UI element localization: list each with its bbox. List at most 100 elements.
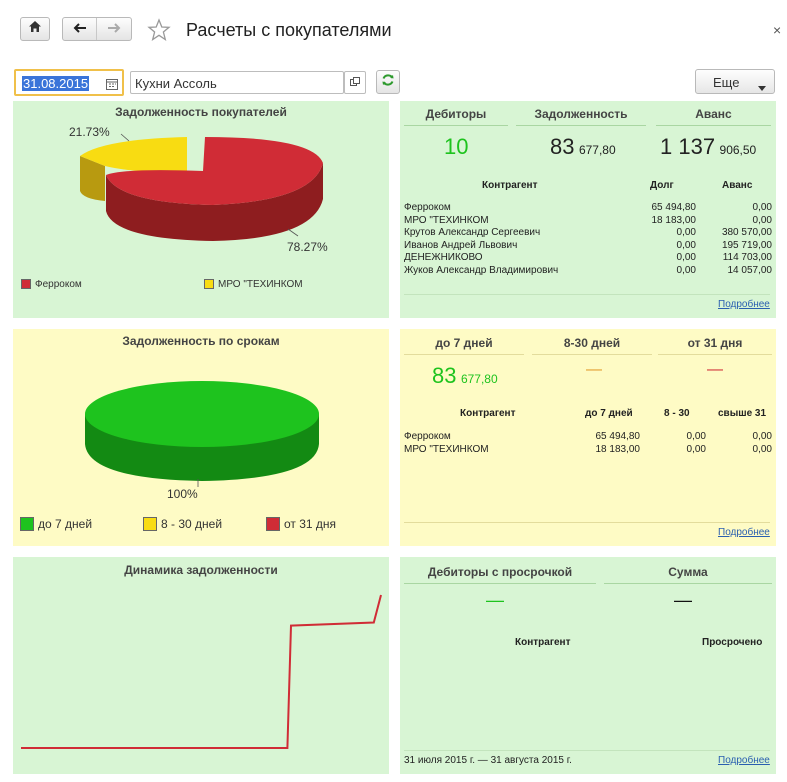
- forward-button[interactable]: [97, 18, 131, 40]
- row-31: 0,00: [752, 431, 772, 442]
- row-advance: 114 703,00: [722, 252, 772, 263]
- aging-7days-value[interactable]: 83 677,80: [432, 363, 498, 389]
- more-link-aging[interactable]: Подробнее: [718, 527, 770, 538]
- pie-label-ferrokom: 78.27%: [287, 240, 328, 254]
- legend-swatch-8-30: [143, 517, 157, 531]
- row-debt: 18 183,00: [651, 214, 697, 226]
- row-debt: 0,00: [676, 264, 696, 276]
- overdue-sum-value[interactable]: —: [674, 590, 692, 610]
- panel-title: Задолженность по срокам: [122, 334, 280, 348]
- header-overdue-debtors: Дебиторы с просрочкой: [427, 565, 573, 579]
- col-header-7days: до 7 дней: [585, 408, 633, 419]
- open-company-button[interactable]: [344, 71, 366, 94]
- header-sum: Сумма: [668, 565, 708, 579]
- dynamics-panel: Динамика задолженности: [13, 557, 389, 774]
- row-31: 0,00: [752, 443, 772, 455]
- forward-arrow-icon: [107, 20, 121, 38]
- dynamics-series-line: [21, 594, 382, 749]
- term-pie-chart: [85, 381, 319, 487]
- pie-slice-mpo-side: [80, 156, 105, 201]
- open-link-icon: [350, 74, 360, 92]
- more-link-debtors[interactable]: Подробнее: [718, 299, 770, 310]
- aging-8-30-value[interactable]: —: [586, 361, 602, 378]
- refresh-button[interactable]: [376, 70, 400, 94]
- header-debt: Задолженность: [534, 107, 628, 121]
- row-8-30: 0,00: [686, 431, 706, 442]
- overdue-debtors-value[interactable]: —: [486, 590, 504, 610]
- row-debt: 0,00: [676, 239, 696, 251]
- row-7days: 65 494,80: [595, 431, 641, 442]
- row-debt: 65 494,80: [651, 202, 697, 213]
- page-title: Расчеты с покупателями: [186, 20, 392, 40]
- advance-total[interactable]: 1 137 906,50: [660, 134, 756, 160]
- debt-total[interactable]: 83 677,80: [550, 134, 616, 160]
- home-button[interactable]: [20, 17, 50, 41]
- history-buttons: [62, 17, 132, 41]
- home-icon: [28, 20, 42, 38]
- row-advance: 0,00: [752, 214, 772, 226]
- legend-swatch-7days: [20, 517, 34, 531]
- legend-swatch-mpo: [204, 279, 214, 289]
- row-counterparty: ДЕНЕЖНИКОВО: [404, 252, 483, 263]
- aging-7days-frac: 677,80: [460, 372, 498, 386]
- dropdown-arrow-icon: [758, 79, 766, 94]
- row-8-30: 0,00: [686, 443, 706, 455]
- debtors-panel: Дебиторы Задолженность Аванс 10 83 677,8…: [400, 101, 776, 318]
- legend-label-ferrokom: Ферроком: [35, 279, 82, 290]
- close-icon[interactable]: ×: [773, 22, 782, 38]
- overdue-panel: Дебиторы с просрочкой Сумма — — Контраге…: [400, 557, 776, 774]
- pie-label-mpo: 21.73%: [69, 125, 110, 139]
- calendar-icon[interactable]: [106, 77, 118, 95]
- advance-total-int: 1 137: [660, 134, 716, 159]
- col-header-31: свыше 31: [718, 408, 767, 419]
- panel-title: Динамика задолженности: [124, 563, 278, 577]
- header-7days: до 7 дней: [435, 336, 493, 350]
- row-advance: 380 570,00: [721, 227, 772, 238]
- aging-7days-int: 83: [432, 363, 457, 388]
- header-8-30: 8-30 дней: [563, 336, 621, 350]
- debtors-count[interactable]: 10: [444, 134, 469, 159]
- company-value: Кухни Ассоль: [135, 76, 217, 91]
- header-31: от 31 дня: [687, 336, 743, 350]
- aging-panel: до 7 дней 8-30 дней от 31 дня 83 677,80 …: [400, 329, 776, 546]
- legend-label-7days: до 7 дней: [38, 517, 93, 531]
- refresh-icon: [381, 73, 395, 92]
- row-7days: 18 183,00: [595, 443, 641, 455]
- row-counterparty: Жуков Александр Владимирович: [404, 264, 559, 276]
- col-header-8-30: 8 - 30: [664, 408, 690, 419]
- legend-label-31: от 31 дня: [284, 517, 337, 531]
- star-icon[interactable]: [147, 18, 171, 47]
- legend-label-8-30: 8 - 30 дней: [161, 517, 223, 531]
- date-value: 31.08.2015: [22, 76, 90, 91]
- legend-label-mpo: МРО "ТЕХИНКОМ: [218, 279, 303, 290]
- row-counterparty: Ферроком: [404, 431, 451, 442]
- col-header-debt: Долг: [650, 180, 674, 191]
- company-field[interactable]: Кухни Ассоль: [130, 71, 344, 94]
- panel-title: Задолженность покупателей: [115, 105, 287, 119]
- more-button[interactable]: Еще: [695, 69, 775, 94]
- col-header-counterparty: Контрагент: [482, 180, 538, 191]
- legend-swatch-ferrokom: [21, 279, 31, 289]
- dynamics-line-chart: [21, 594, 382, 749]
- aging-31-value[interactable]: —: [707, 361, 723, 378]
- row-counterparty: Иванов Андрей Львович: [404, 239, 518, 251]
- date-field[interactable]: 31.08.2015: [14, 69, 124, 96]
- row-counterparty: Ферроком: [404, 202, 451, 213]
- debt-by-customer-panel: Задолженность покупателей 21.73% 78.27% …: [13, 101, 389, 318]
- pie-slice-mpo: [80, 137, 187, 173]
- back-button[interactable]: [63, 18, 97, 40]
- more-link-overdue[interactable]: Подробнее: [718, 755, 770, 766]
- advance-total-frac: 906,50: [719, 143, 757, 157]
- back-arrow-icon: [73, 20, 87, 38]
- row-counterparty: МРО "ТЕХИНКОМ: [404, 214, 489, 226]
- debt-pie-chart: [80, 133, 323, 241]
- row-advance: 195 719,00: [721, 239, 772, 251]
- pie-label-term: 100%: [167, 487, 198, 501]
- pie-slice-ferrokom-side: [106, 163, 323, 241]
- debt-total-int: 83: [550, 134, 575, 159]
- col-header-overdue: Просрочено: [702, 637, 763, 648]
- row-advance: 14 057,00: [727, 264, 773, 276]
- col-header-counterparty: Контрагент: [460, 408, 516, 419]
- period-label: 31 июля 2015 г. — 31 августа 2015 г.: [404, 755, 572, 766]
- row-counterparty: МРО "ТЕХИНКОМ: [404, 443, 489, 455]
